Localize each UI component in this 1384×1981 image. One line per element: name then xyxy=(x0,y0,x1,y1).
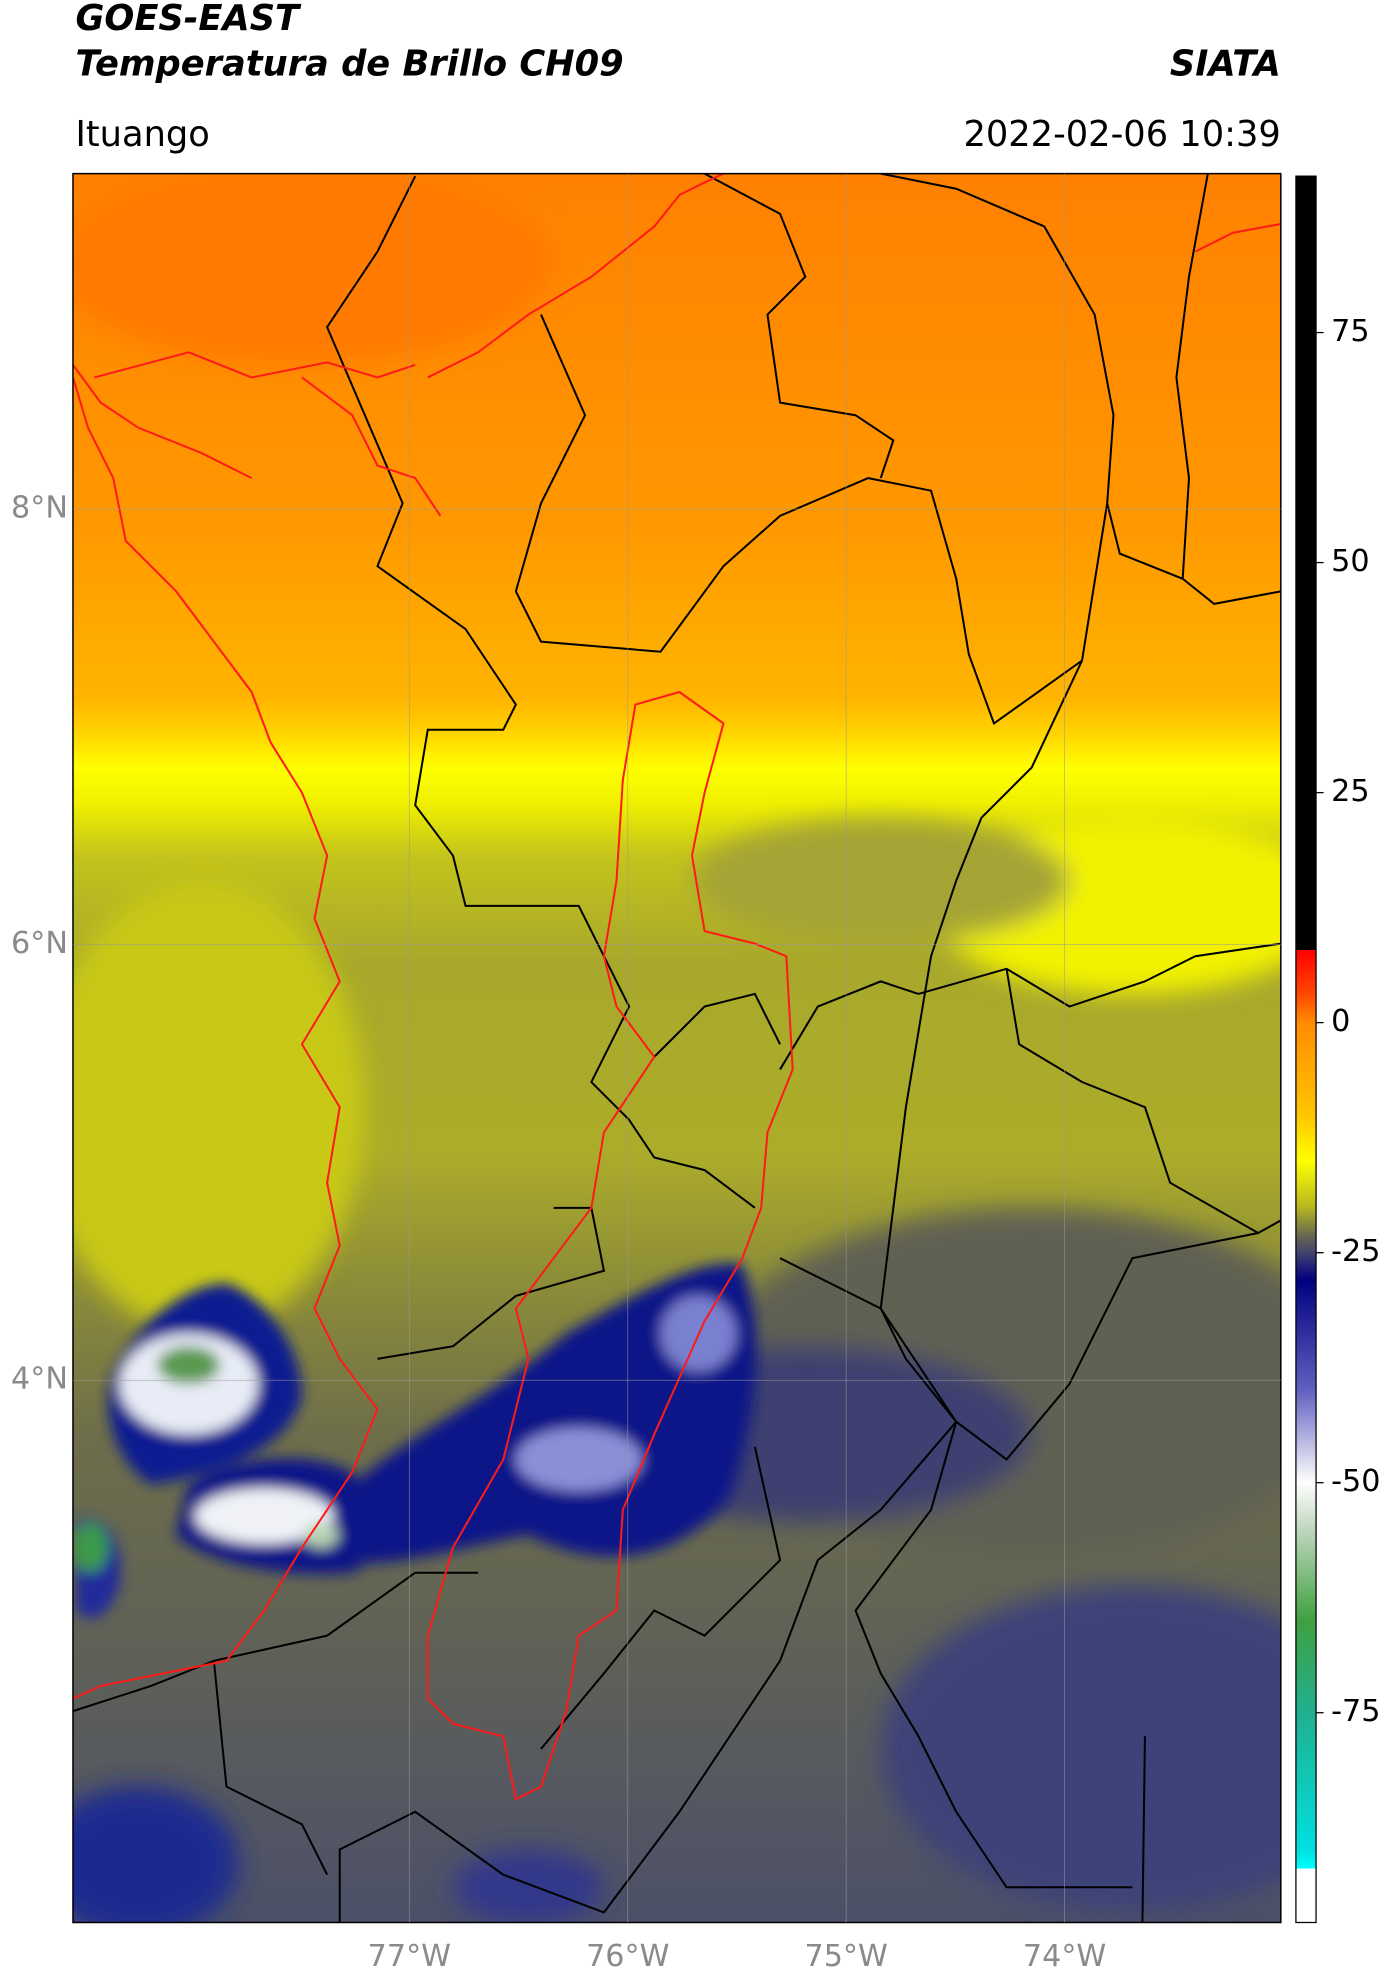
y-tick-label: 6°N xyxy=(11,926,68,961)
location: Ituango xyxy=(75,114,209,155)
datetime: 2022-02-06 10:39 xyxy=(963,114,1280,155)
y-tick-label: 8°N xyxy=(11,491,68,526)
source: SIATA xyxy=(1170,43,1281,84)
map-frame xyxy=(72,172,1282,1924)
colorbar-tick-label: -75 xyxy=(1331,1694,1380,1729)
subtitle: Temperatura de Brillo CH09 xyxy=(75,43,623,84)
colorbar-tick-label: 25 xyxy=(1331,774,1369,809)
x-tick-label: 77°W xyxy=(368,1939,451,1974)
colorbar-tick-label: -25 xyxy=(1331,1234,1380,1269)
x-tick-label: 74°W xyxy=(1023,1939,1106,1974)
graticule xyxy=(72,173,1281,1923)
colorbar-tick-label: 75 xyxy=(1331,314,1369,349)
map-field xyxy=(72,173,1281,1923)
colorbar-tick-label: -50 xyxy=(1331,1464,1380,1499)
colorbar-tick-label: 0 xyxy=(1331,1004,1350,1039)
y-tick-label: 4°N xyxy=(11,1362,68,1397)
title: GOES-EAST xyxy=(75,0,302,39)
colorbar-tick-label: 50 xyxy=(1331,544,1369,579)
colorbar xyxy=(1295,175,1317,1924)
x-tick-label: 76°W xyxy=(586,1939,669,1974)
x-tick-label: 75°W xyxy=(804,1939,887,1974)
